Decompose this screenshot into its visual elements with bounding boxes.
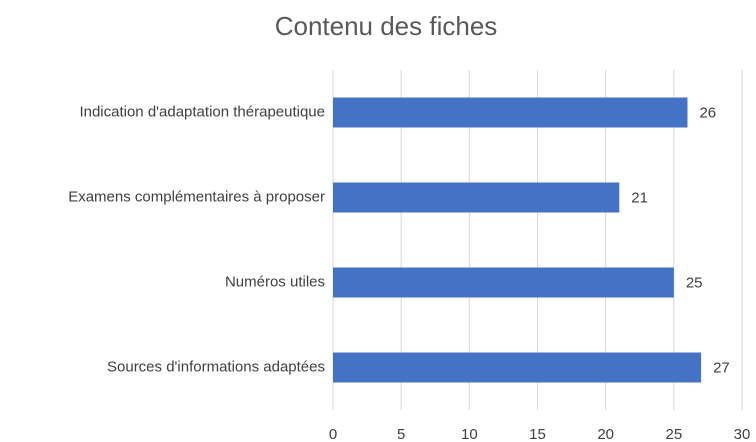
bar — [333, 267, 674, 298]
y-tick-label: Sources d'informations adaptées — [107, 358, 325, 375]
x-tick-label: 25 — [665, 426, 682, 442]
data-label: 21 — [631, 189, 648, 206]
x-tick-label: 5 — [397, 426, 405, 442]
y-tick-label: Numéros utiles — [225, 273, 325, 290]
y-tick-label: Examens complémentaires à proposer — [68, 188, 325, 205]
bar — [333, 182, 620, 213]
y-tick-label: Indication d'adaptation thérapeutique — [79, 103, 325, 120]
x-tick-label: 0 — [329, 426, 337, 442]
bar — [333, 352, 702, 383]
x-tick-label: 10 — [461, 426, 478, 442]
chart-title: Contenu des fiches — [275, 11, 498, 41]
x-tick-label: 30 — [734, 426, 751, 442]
bar — [333, 97, 688, 128]
data-label: 26 — [699, 104, 716, 121]
x-tick-label: 15 — [529, 426, 546, 442]
data-label: 25 — [686, 274, 703, 291]
x-tick-label: 20 — [597, 426, 614, 442]
data-label: 27 — [713, 359, 730, 376]
